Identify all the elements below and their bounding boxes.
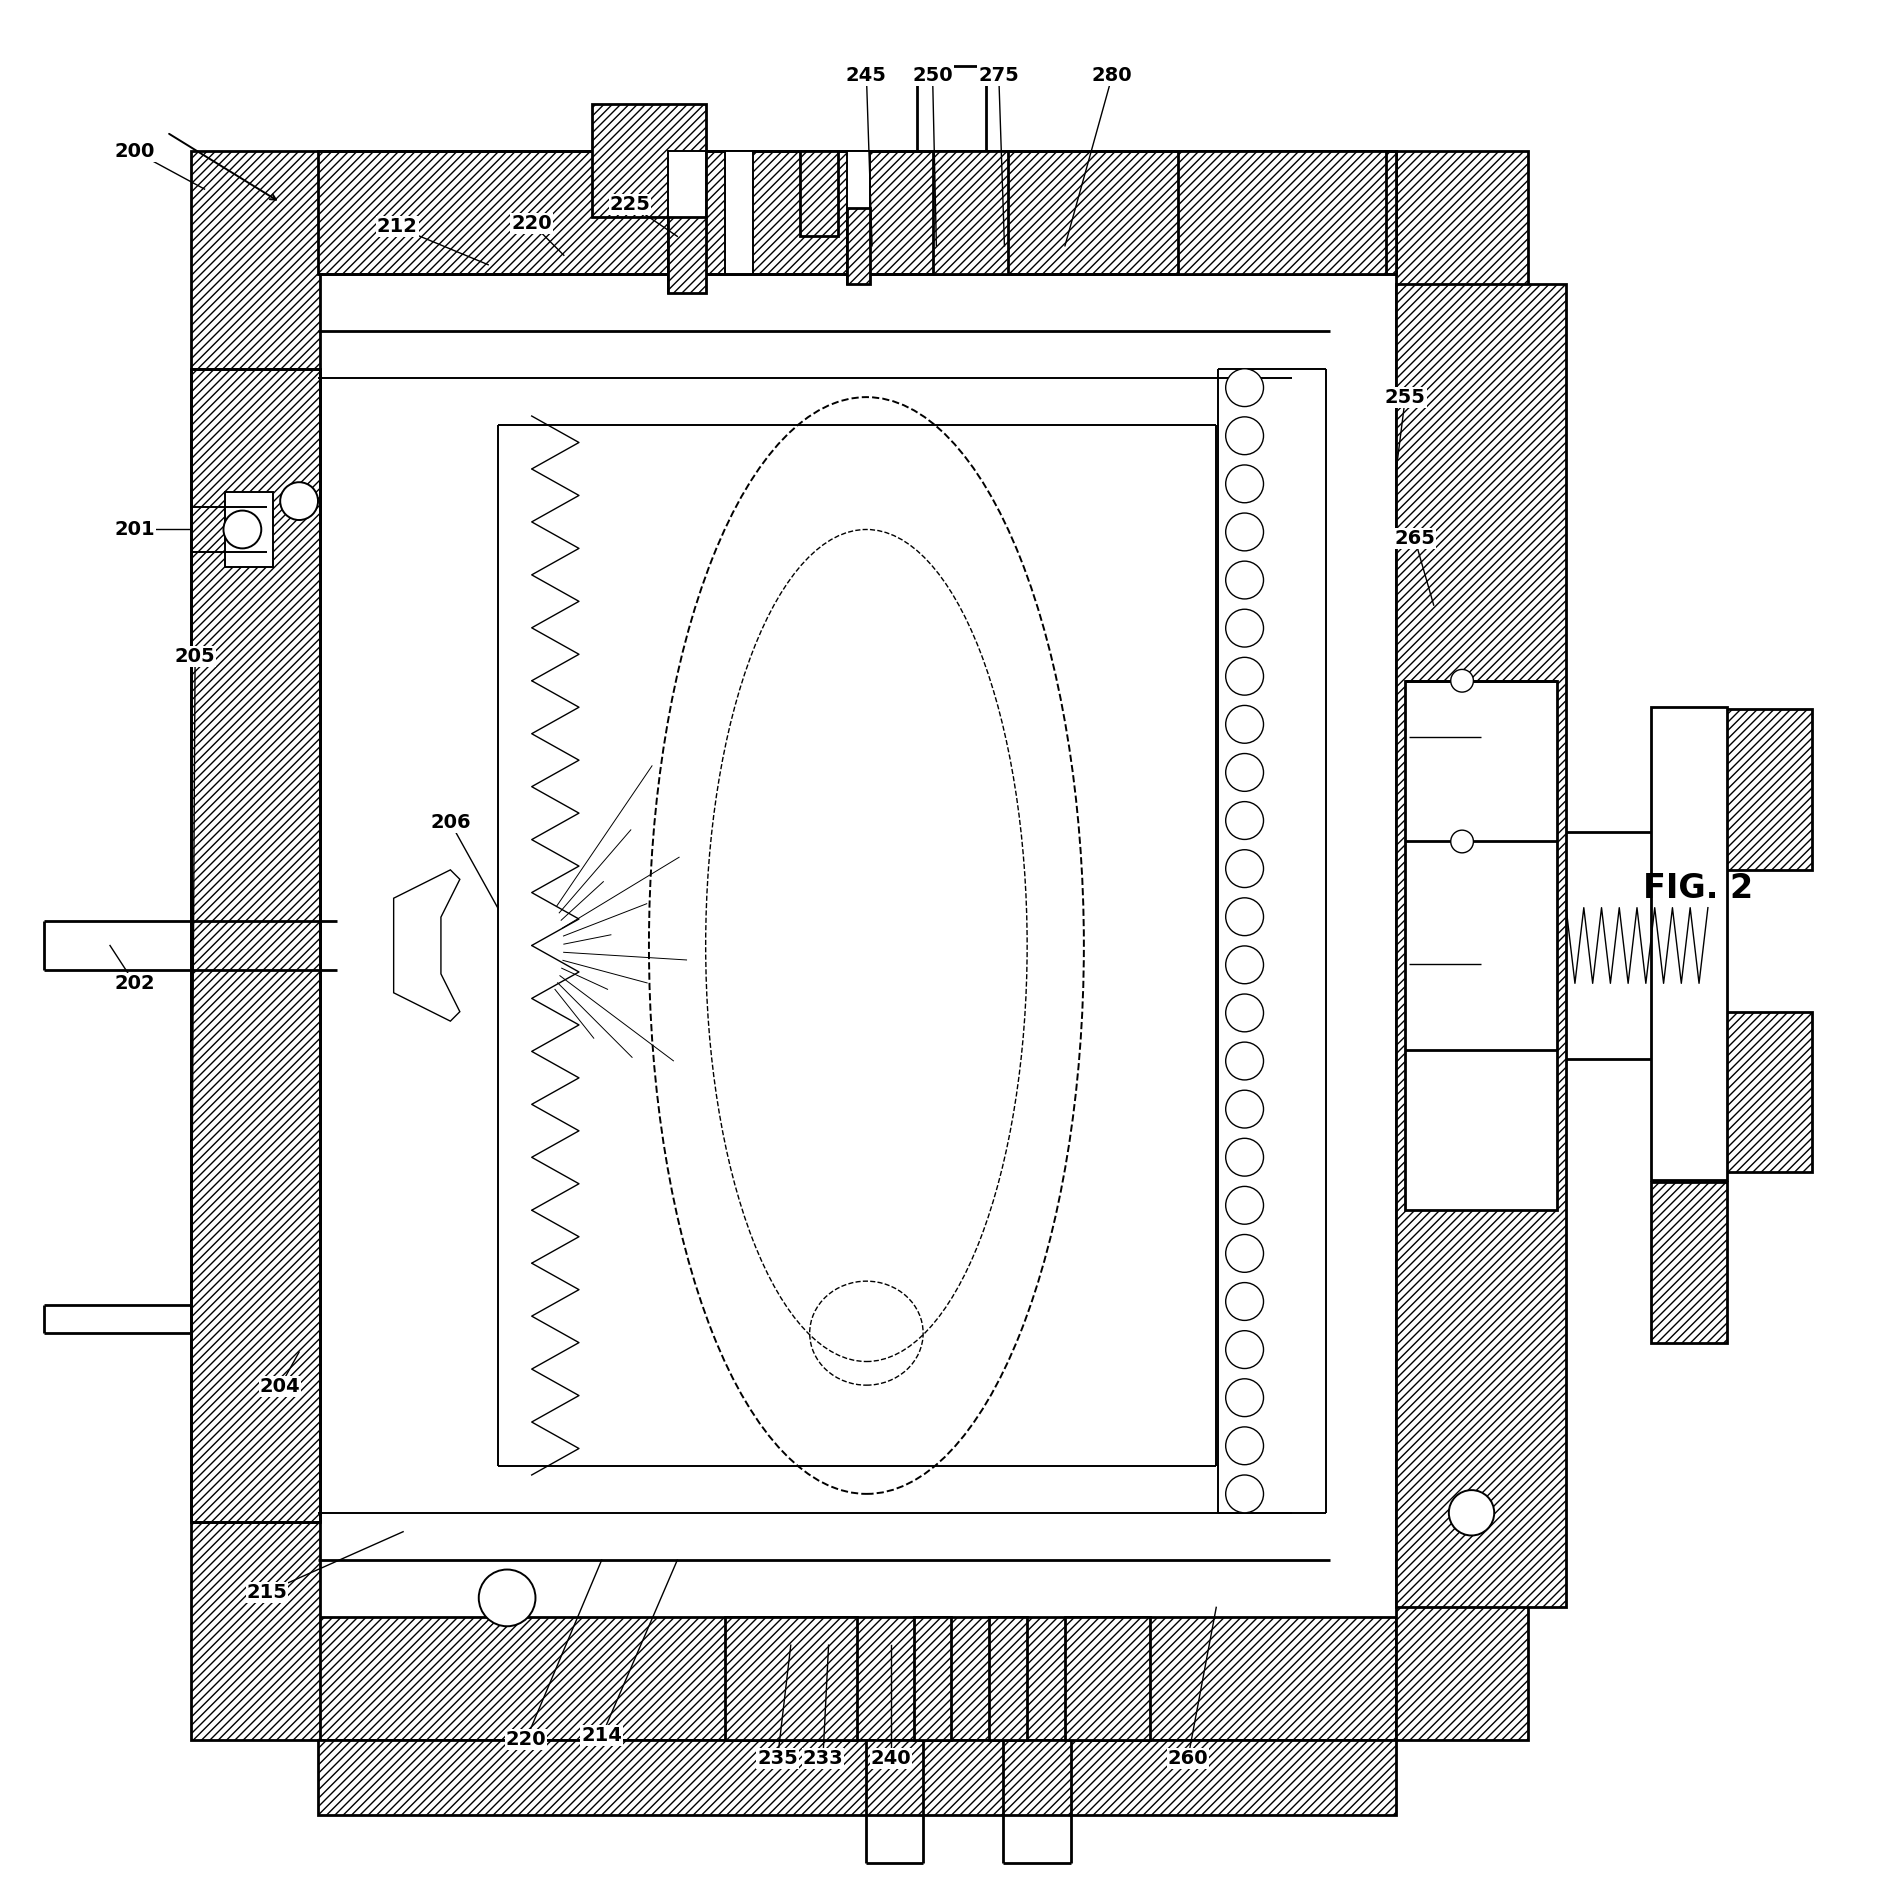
Circle shape	[1448, 1490, 1494, 1535]
Bar	[318, 151, 1397, 274]
Circle shape	[1226, 753, 1264, 790]
Bar	[592, 104, 706, 217]
Circle shape	[1226, 995, 1264, 1032]
Circle shape	[1450, 830, 1473, 853]
Bar	[1066, 1617, 1149, 1740]
Circle shape	[1450, 669, 1473, 692]
Circle shape	[1226, 1428, 1264, 1466]
Circle shape	[1226, 1331, 1264, 1369]
Circle shape	[1226, 416, 1264, 454]
Text: 233: 233	[803, 1749, 843, 1768]
Circle shape	[1226, 802, 1264, 840]
Bar	[725, 1617, 856, 1740]
Bar	[318, 151, 1397, 274]
Text: 206: 206	[430, 813, 470, 832]
Bar	[225, 492, 272, 567]
Text: 202: 202	[114, 974, 154, 993]
Bar	[192, 151, 320, 1740]
Text: 265: 265	[1395, 529, 1435, 548]
Text: 260: 260	[1168, 1749, 1208, 1768]
Text: 200: 200	[114, 142, 154, 161]
Circle shape	[1226, 512, 1264, 550]
Circle shape	[1226, 946, 1264, 983]
Circle shape	[1226, 1186, 1264, 1223]
Bar	[1397, 151, 1528, 1740]
Bar	[725, 151, 754, 274]
Circle shape	[1226, 1235, 1264, 1273]
Text: 204: 204	[261, 1377, 301, 1396]
Bar	[1178, 151, 1387, 274]
Text: 205: 205	[175, 647, 215, 666]
Circle shape	[480, 1570, 535, 1626]
Circle shape	[1226, 609, 1264, 647]
Bar	[801, 151, 837, 236]
Bar	[932, 151, 1009, 274]
Text: 225: 225	[609, 195, 651, 214]
Text: 215: 215	[247, 1583, 287, 1602]
Circle shape	[1226, 1138, 1264, 1176]
Bar	[318, 151, 1397, 274]
Text: 275: 275	[978, 66, 1020, 85]
Circle shape	[1226, 1042, 1264, 1080]
Text: 214: 214	[580, 1726, 622, 1745]
Circle shape	[1226, 658, 1264, 696]
Text: 240: 240	[872, 1749, 912, 1768]
Text: 212: 212	[377, 217, 419, 236]
Text: 245: 245	[847, 66, 887, 85]
Circle shape	[1226, 1475, 1264, 1513]
Bar	[1404, 681, 1557, 1210]
Circle shape	[1226, 465, 1264, 503]
Circle shape	[1226, 369, 1264, 407]
Text: 255: 255	[1385, 388, 1425, 407]
Bar	[318, 1740, 1397, 1815]
Circle shape	[280, 482, 318, 520]
Bar	[847, 208, 870, 284]
Text: 280: 280	[1092, 66, 1132, 85]
Bar	[668, 217, 706, 293]
Circle shape	[223, 511, 261, 548]
Text: 201: 201	[114, 520, 154, 539]
Text: FIG. 2: FIG. 2	[1644, 872, 1753, 906]
Bar	[192, 369, 320, 1522]
Circle shape	[1226, 898, 1264, 936]
Bar	[913, 1617, 952, 1740]
Text: 220: 220	[506, 1730, 546, 1749]
Circle shape	[1226, 705, 1264, 743]
Bar	[1652, 707, 1726, 1180]
Text: 220: 220	[512, 214, 552, 233]
Bar	[668, 151, 706, 293]
Bar	[990, 1617, 1028, 1740]
Circle shape	[1226, 1379, 1264, 1416]
Text: 235: 235	[757, 1749, 797, 1768]
Circle shape	[1226, 1091, 1264, 1129]
Text: 250: 250	[912, 66, 953, 85]
Bar	[1397, 284, 1566, 1607]
Polygon shape	[394, 870, 461, 1021]
Bar	[1699, 1012, 1812, 1172]
Bar	[318, 1617, 1397, 1740]
Circle shape	[1226, 849, 1264, 887]
Circle shape	[1226, 562, 1264, 599]
Bar	[1699, 709, 1812, 870]
Circle shape	[1226, 1282, 1264, 1320]
Bar	[1652, 1182, 1726, 1343]
Bar	[847, 151, 870, 284]
